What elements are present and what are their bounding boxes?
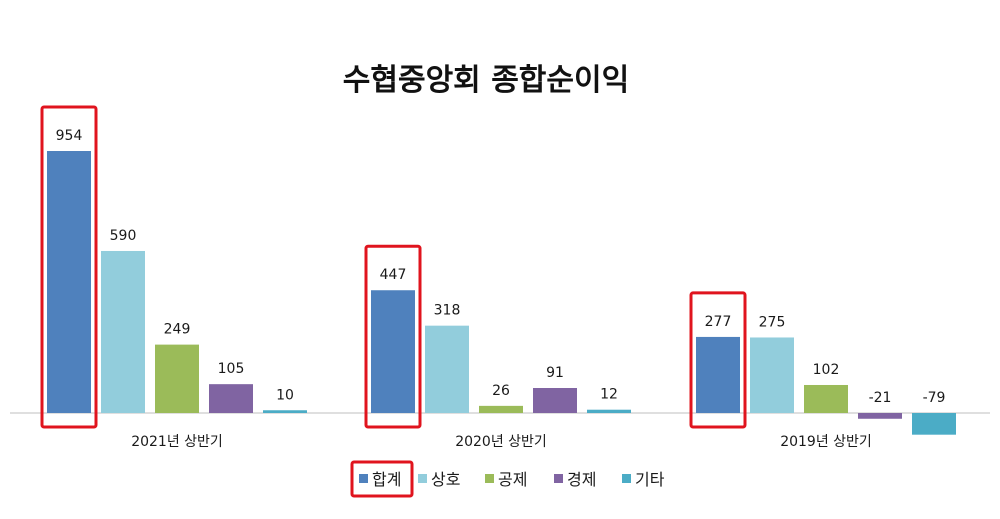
value-labels: 954 590 249 105 10 447 318 26 91 12 277 275 102 -21 -7…	[56, 128, 946, 406]
bar-0-3[interactable]	[209, 384, 253, 413]
legend-label-3[interactable]: 경제	[567, 470, 596, 489]
category-labels: 2021년 상반기 2020년 상반기 2019년 상반기	[131, 434, 872, 450]
data-label-0-1: 590	[110, 228, 137, 244]
bar-2-2[interactable]	[804, 384, 848, 413]
legend-label-4[interactable]: 기타	[635, 470, 665, 489]
bar-0-0[interactable]	[47, 151, 91, 413]
category-label-1: 2020년 상반기	[455, 434, 547, 450]
data-label-2-0: 277	[705, 314, 732, 330]
bar-1-3[interactable]	[533, 388, 577, 413]
highlight-box-2	[689, 291, 747, 429]
bar-1-2[interactable]	[479, 405, 523, 413]
legend-swatch-1[interactable]	[418, 474, 427, 483]
chart-title: 수협중앙회 종합순이익	[343, 63, 629, 98]
bar-0-2[interactable]	[155, 344, 199, 413]
bar-2-4[interactable]	[912, 413, 956, 435]
bar-1-0[interactable]	[371, 290, 415, 413]
category-label-2: 2019년 상반기	[780, 434, 872, 450]
bars	[47, 151, 956, 435]
legend-highlight-box	[350, 460, 414, 498]
data-label-1-2: 26	[492, 383, 510, 399]
data-label-1-4: 12	[600, 387, 618, 403]
data-label-2-3: -21	[869, 390, 892, 406]
data-label-1-0: 447	[380, 267, 407, 283]
legend[interactable]: 합계 상호 공제 경제 기타	[350, 460, 665, 498]
legend-label-0[interactable]: 합계	[372, 470, 401, 489]
highlight-box-0	[40, 105, 98, 429]
bar-2-0[interactable]	[696, 336, 740, 413]
bar-2-1[interactable]	[750, 337, 794, 413]
data-label-0-0: 954	[56, 128, 83, 144]
legend-swatch-4[interactable]	[622, 474, 631, 483]
data-label-2-2: 102	[813, 362, 840, 378]
legend-swatch-3[interactable]	[554, 474, 563, 483]
data-label-0-2: 249	[164, 322, 191, 338]
data-label-0-4: 10	[276, 387, 294, 403]
legend-label-1[interactable]: 상호	[431, 470, 460, 489]
category-label-0: 2021년 상반기	[131, 434, 223, 450]
data-label-1-1: 318	[434, 303, 461, 319]
bar-1-1[interactable]	[425, 325, 469, 413]
legend-swatch-2[interactable]	[485, 474, 494, 483]
legend-swatch-0[interactable]	[359, 474, 368, 483]
bar-2-3[interactable]	[858, 413, 902, 419]
legend-label-2[interactable]: 공제	[498, 470, 527, 489]
data-label-0-3: 105	[218, 361, 245, 377]
bar-0-1[interactable]	[101, 250, 145, 413]
data-label-1-3: 91	[546, 365, 564, 381]
bar-0-4[interactable]	[263, 410, 307, 413]
bar-1-4[interactable]	[587, 409, 631, 413]
data-label-2-4: -79	[923, 390, 946, 406]
highlight-box-1	[364, 244, 422, 429]
highlight-boxes	[40, 105, 747, 429]
data-label-2-1: 275	[759, 314, 786, 330]
